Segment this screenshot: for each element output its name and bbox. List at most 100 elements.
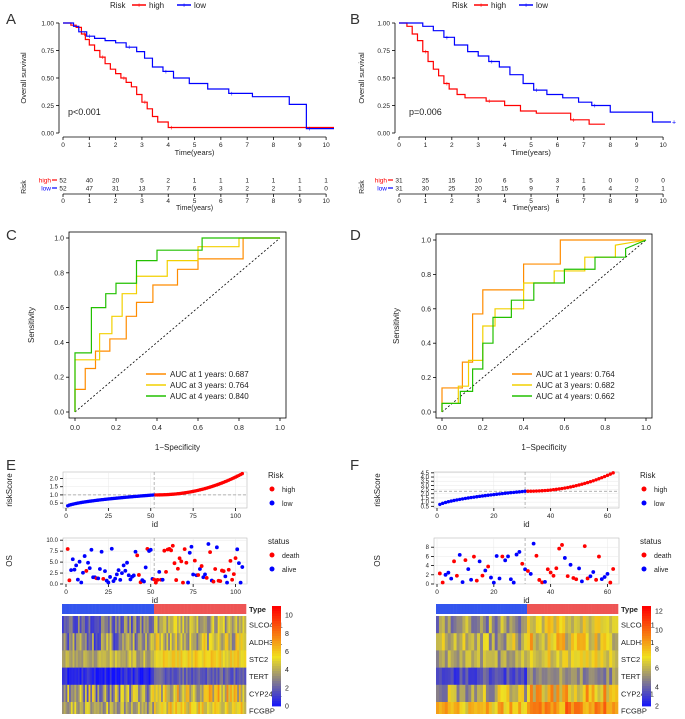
- heatmap-cell: [177, 667, 180, 686]
- heatmap-cell: [185, 650, 188, 668]
- heatmap-type-cell: [90, 604, 93, 614]
- heatmap-cell: [70, 702, 73, 719]
- km-x-tick-label: 2: [114, 142, 118, 149]
- heatmap-type-cell: [573, 604, 578, 614]
- heatmap-cell: [603, 702, 607, 719]
- heatmap-cell: [148, 633, 151, 651]
- heatmap-type-cell: [219, 604, 222, 614]
- heatmap-cell: [606, 616, 610, 634]
- heatmap-colorbar-segment: [272, 691, 281, 694]
- heatmap-type-cell: [92, 604, 95, 614]
- heatmap-cell: [612, 633, 616, 651]
- heatmap-type-cell: [603, 604, 607, 614]
- heatmap-cell: [585, 684, 589, 703]
- heatmap-cell: [189, 684, 192, 703]
- riskscore-point: [438, 502, 442, 507]
- heatmap-cell: [116, 633, 119, 651]
- os-point: [582, 544, 587, 549]
- heatmap-cell: [104, 650, 107, 668]
- heatmap-cell: [86, 684, 89, 703]
- riskscore-point: [602, 474, 607, 479]
- os-point: [565, 574, 570, 579]
- heatmap-cell: [447, 684, 451, 703]
- heatmap-cell: [141, 684, 144, 703]
- heatmap-cell: [553, 650, 557, 668]
- heatmap-cell: [201, 684, 204, 703]
- os-point: [98, 567, 102, 571]
- heatmap-cell: [150, 702, 153, 719]
- heatmap-cell: [138, 633, 141, 651]
- heatmap-cell: [212, 633, 215, 651]
- riskscore-y-tick-label: 2.0: [50, 477, 59, 483]
- roc-x-tick-label: 0.4: [519, 425, 529, 432]
- heatmap-cell: [106, 702, 109, 719]
- os-point: [225, 580, 229, 585]
- heatmap-colorbar-segment: [272, 658, 281, 662]
- heatmap-cell: [185, 684, 188, 703]
- os-point: [597, 554, 601, 559]
- heatmap-colorbar-segment: [272, 623, 281, 627]
- heatmap-cell: [141, 616, 144, 634]
- heatmap-cell: [603, 667, 607, 686]
- heatmap-colorbar-label: 2: [655, 704, 659, 711]
- os-legend-label-alive: alive: [282, 567, 297, 574]
- heatmap-colorbar-segment: [642, 616, 651, 619]
- os-point: [588, 574, 593, 579]
- heatmap-colorbar-segment: [642, 671, 651, 674]
- heatmap-cell: [597, 667, 601, 686]
- heatmap-cell: [231, 702, 234, 719]
- heatmap-cell: [509, 684, 513, 703]
- panel-label-D: D: [350, 227, 361, 244]
- heatmap-cell: [205, 667, 208, 686]
- heatmap-cell: [171, 702, 174, 719]
- heatmap-cell: [175, 684, 178, 703]
- riskscore-y-tick-label: 4.0: [421, 475, 430, 481]
- heatmap-cell: [609, 684, 613, 703]
- heatmap-cell: [591, 650, 595, 668]
- heatmap-cell: [178, 684, 181, 703]
- heatmap-cell: [606, 650, 610, 668]
- os-point: [231, 572, 236, 577]
- riskscore-point: [554, 487, 559, 492]
- heatmap-cell: [497, 684, 501, 703]
- heatmap-cell: [228, 616, 231, 634]
- os-point: [551, 573, 556, 578]
- roc-curve-3-years: [441, 239, 647, 412]
- heatmap-cell: [203, 633, 206, 651]
- heatmap-cell: [441, 684, 446, 703]
- riskscore-y-axis-label: riskScore: [373, 473, 382, 507]
- heatmap-cell: [189, 650, 192, 668]
- heatmap-cell: [175, 702, 178, 719]
- os-x-tick-label: 40: [547, 589, 555, 596]
- heatmap-cell: [129, 633, 132, 651]
- heatmap-cell: [226, 684, 229, 703]
- heatmap-cell: [150, 616, 153, 634]
- heatmap-cell: [173, 616, 176, 634]
- heatmap-cell: [123, 633, 126, 651]
- heatmap-type-cell: [594, 604, 598, 614]
- heatmap-cell: [441, 650, 446, 668]
- heatmap-cell: [547, 650, 551, 668]
- heatmap-cell: [594, 616, 598, 634]
- heatmap-cell: [447, 702, 451, 719]
- heatmap-cell: [200, 633, 203, 651]
- heatmap-cell: [77, 702, 80, 719]
- km-censor-mark-high: +: [445, 81, 449, 88]
- heatmap-type-cell: [571, 604, 575, 614]
- heatmap-cell: [63, 702, 66, 719]
- heatmap-cell: [482, 633, 487, 651]
- heatmap-cell: [77, 650, 80, 668]
- heatmap-cell: [579, 702, 584, 719]
- heatmap-type-cell: [453, 604, 457, 614]
- heatmap-cell: [100, 667, 103, 686]
- os-point: [221, 569, 226, 574]
- roc-x-tick-label: 0.0: [70, 425, 80, 432]
- heatmap-cell: [129, 616, 132, 634]
- heatmap-cell: [477, 633, 481, 651]
- heatmap-cell: [95, 667, 98, 686]
- heatmap-cell: [210, 702, 213, 719]
- km-x-tick-label: 7: [582, 142, 586, 149]
- heatmap-cell: [161, 616, 164, 634]
- heatmap-cell: [129, 667, 132, 686]
- roc-y-tick-label: 0.2: [421, 375, 431, 382]
